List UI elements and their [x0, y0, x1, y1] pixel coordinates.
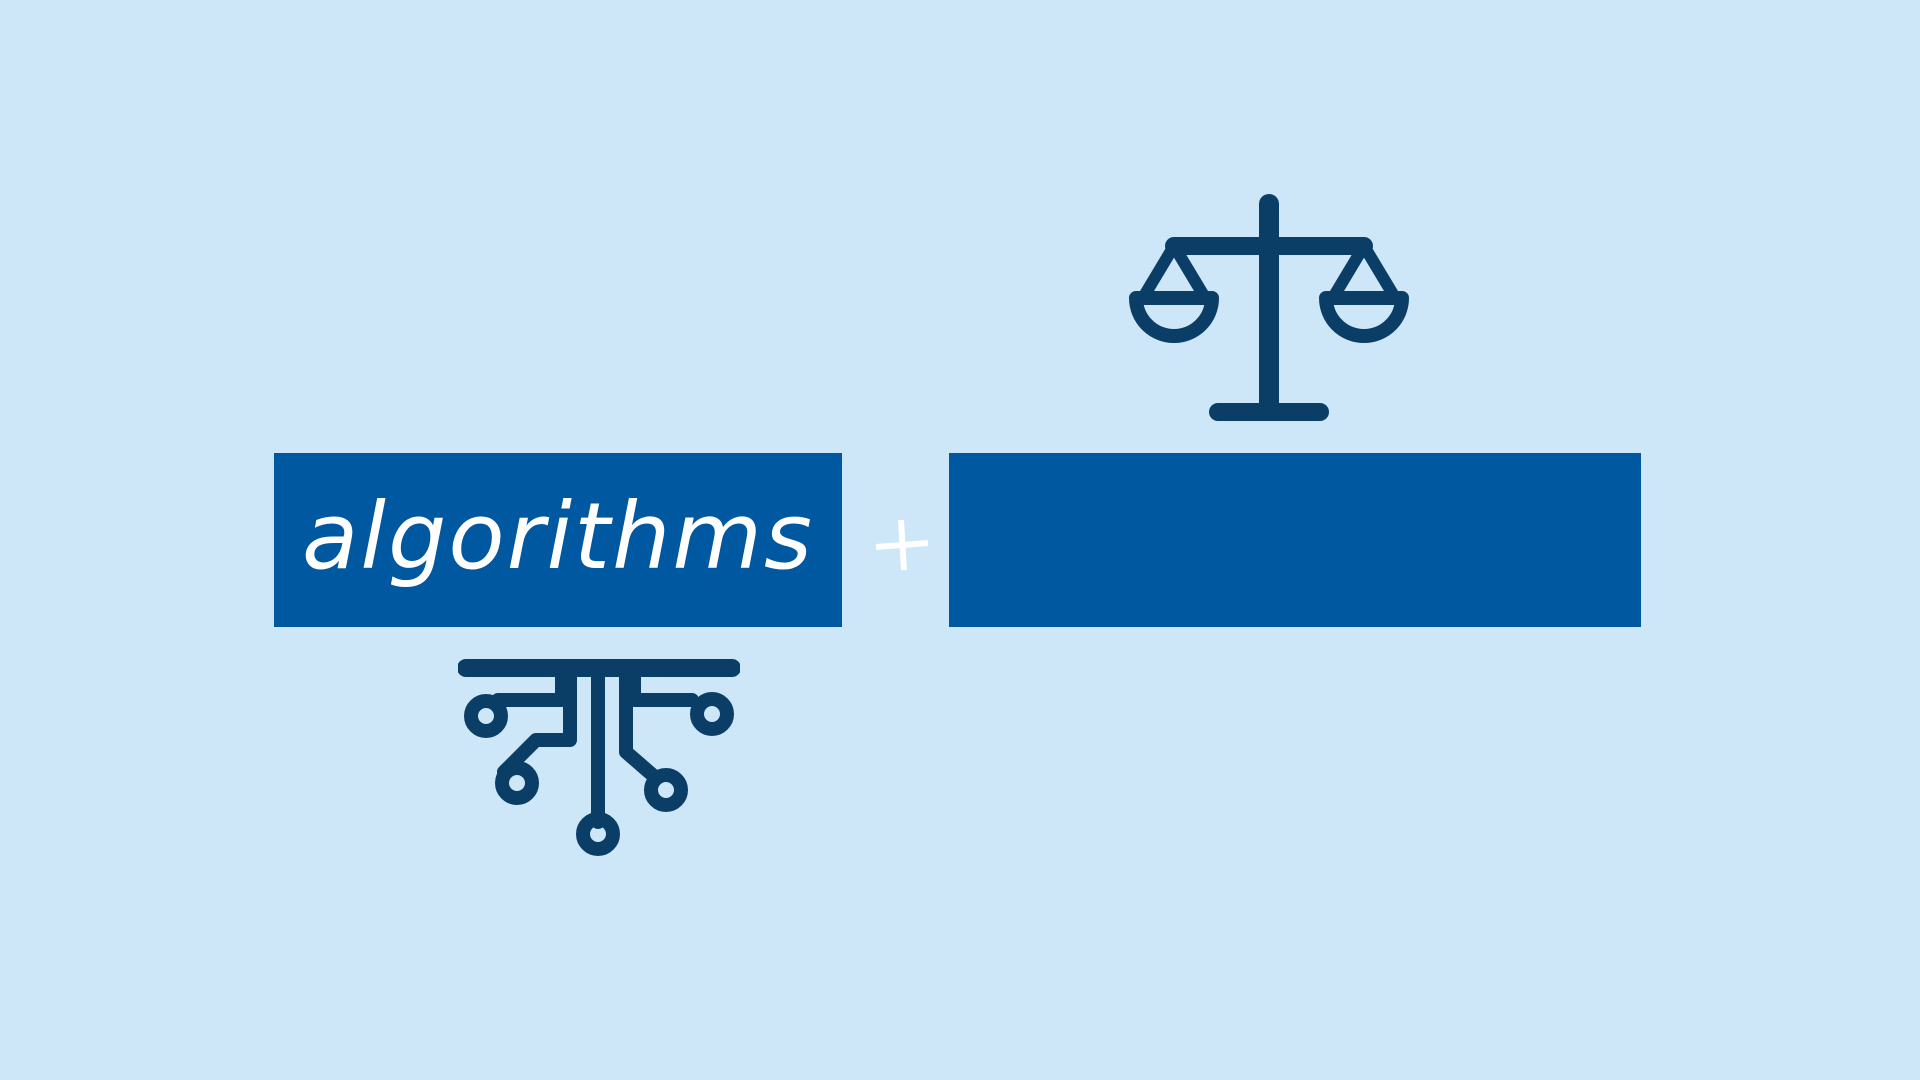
algorithms-label: algorithms [302, 483, 814, 590]
scales-of-justice-icon [1129, 194, 1409, 421]
blank-box [949, 453, 1641, 627]
algorithms-box: algorithms [274, 453, 842, 627]
plus-icon [875, 519, 929, 571]
circuit-tree-icon [458, 659, 740, 856]
